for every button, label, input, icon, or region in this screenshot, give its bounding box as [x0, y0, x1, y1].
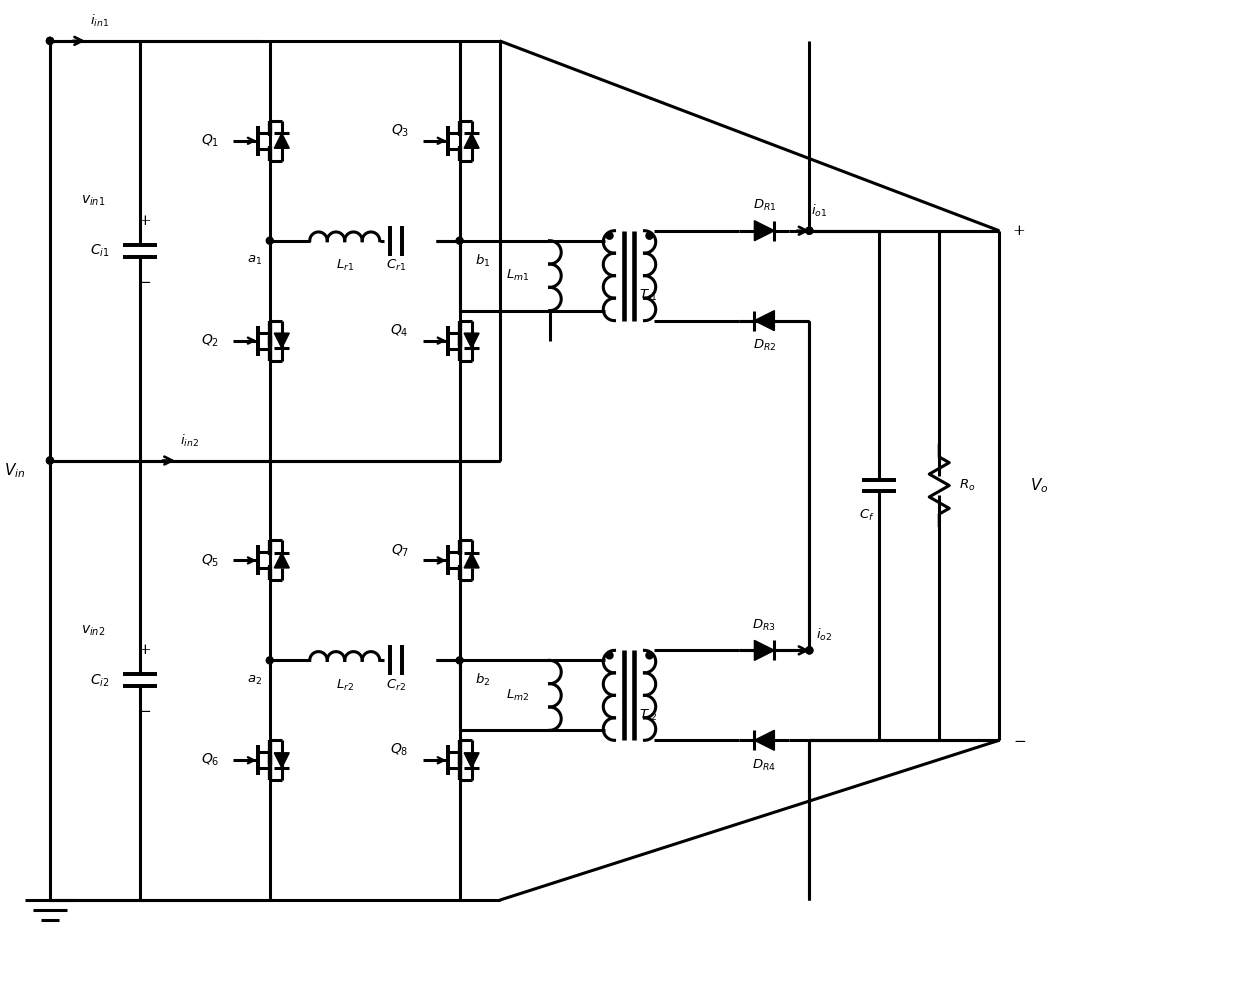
Polygon shape	[465, 553, 479, 568]
Circle shape	[47, 37, 53, 44]
Text: $Q_7$: $Q_7$	[390, 542, 409, 558]
Polygon shape	[274, 752, 289, 768]
Text: $-$: $-$	[1012, 734, 1026, 748]
Text: $i_{in1}$: $i_{in1}$	[90, 13, 109, 28]
Circle shape	[805, 646, 813, 654]
Polygon shape	[755, 311, 774, 331]
Text: $D_{R3}$: $D_{R3}$	[752, 618, 777, 633]
Circle shape	[266, 237, 274, 244]
Text: $C_{i1}$: $C_{i1}$	[90, 242, 110, 259]
Circle shape	[646, 232, 653, 239]
Text: $L_{r2}$: $L_{r2}$	[336, 678, 354, 693]
Text: $D_{R2}$: $D_{R2}$	[752, 338, 776, 353]
Text: $a_2$: $a_2$	[248, 674, 263, 687]
Text: $T_{r1}$: $T_{r1}$	[639, 288, 658, 303]
Text: $Q_5$: $Q_5$	[201, 552, 219, 569]
Circle shape	[456, 657, 463, 664]
Text: $Q_8$: $Q_8$	[390, 742, 409, 758]
Polygon shape	[755, 730, 774, 750]
Text: +: +	[1012, 224, 1026, 237]
Circle shape	[805, 646, 813, 654]
Text: $C_{r2}$: $C_{r2}$	[385, 678, 405, 693]
Text: $v_{in2}$: $v_{in2}$	[81, 623, 105, 638]
Text: $Q_2$: $Q_2$	[201, 333, 219, 349]
Circle shape	[606, 651, 613, 659]
Text: $i_{o2}$: $i_{o2}$	[817, 627, 833, 644]
Text: $b_1$: $b_1$	[475, 253, 491, 269]
Polygon shape	[465, 752, 479, 768]
Polygon shape	[465, 133, 479, 148]
Text: $D_{R1}$: $D_{R1}$	[752, 198, 776, 213]
Text: $V_o$: $V_o$	[1030, 476, 1048, 494]
Circle shape	[47, 457, 53, 464]
Text: $v_{in1}$: $v_{in1}$	[81, 193, 105, 208]
Text: $-$: $-$	[139, 703, 151, 717]
Circle shape	[805, 228, 813, 234]
Text: $i_{in2}$: $i_{in2}$	[181, 433, 199, 448]
Circle shape	[47, 37, 53, 44]
Text: $L_{m1}$: $L_{m1}$	[507, 268, 529, 284]
Polygon shape	[274, 133, 289, 148]
Circle shape	[805, 228, 813, 234]
Text: $D_{R4}$: $D_{R4}$	[752, 757, 777, 773]
Circle shape	[266, 657, 274, 664]
Polygon shape	[274, 334, 289, 348]
Text: $i_{o1}$: $i_{o1}$	[812, 203, 828, 219]
Text: $V_{in}$: $V_{in}$	[4, 461, 25, 480]
Polygon shape	[274, 553, 289, 568]
Text: $Q_3$: $Q_3$	[390, 123, 409, 139]
Text: $T_{r2}$: $T_{r2}$	[639, 707, 658, 723]
Text: $R_o$: $R_o$	[959, 478, 975, 493]
Text: $C_f$: $C_f$	[859, 508, 875, 523]
Polygon shape	[755, 221, 774, 240]
Circle shape	[646, 651, 653, 659]
Text: $Q_1$: $Q_1$	[201, 132, 219, 149]
Polygon shape	[755, 641, 774, 660]
Text: +: +	[139, 644, 151, 657]
Text: $L_{m2}$: $L_{m2}$	[507, 688, 529, 702]
Text: $b_2$: $b_2$	[475, 672, 489, 689]
Polygon shape	[465, 334, 479, 348]
Circle shape	[606, 232, 613, 239]
Text: $L_{r1}$: $L_{r1}$	[336, 258, 354, 274]
Circle shape	[456, 237, 463, 244]
Circle shape	[47, 457, 53, 464]
Text: $C_{r1}$: $C_{r1}$	[385, 258, 405, 274]
Text: $-$: $-$	[139, 274, 151, 287]
Text: $Q_4$: $Q_4$	[390, 323, 409, 338]
Text: $a_1$: $a_1$	[248, 254, 263, 267]
Text: $Q_6$: $Q_6$	[201, 752, 219, 768]
Text: $C_{i2}$: $C_{i2}$	[90, 672, 110, 689]
Text: +: +	[139, 214, 151, 228]
